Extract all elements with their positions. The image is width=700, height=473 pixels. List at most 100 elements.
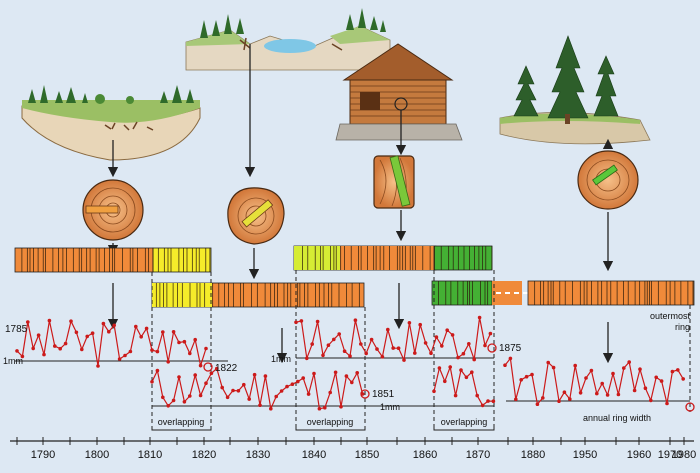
- ring-width-point: [332, 337, 336, 342]
- ring-width-point: [456, 355, 460, 360]
- axis-tick-label: 1980: [672, 449, 696, 461]
- ring-width-point: [418, 322, 423, 327]
- ring-width-point: [486, 399, 490, 403]
- ring-width-point: [31, 346, 35, 351]
- ring-width-point: [584, 376, 588, 380]
- ring-width-point: [659, 379, 664, 383]
- living-tree-cross-section: [577, 150, 639, 210]
- ring-width-point: [150, 380, 154, 384]
- one-mm-label-b: 1mm: [271, 354, 291, 364]
- ring-width-point: [177, 340, 181, 345]
- ring-width-point: [440, 344, 444, 348]
- bog-oak-cross-section: [82, 179, 144, 241]
- ring-width-point: [541, 396, 545, 400]
- ring-width-point: [364, 351, 369, 356]
- ring-width-point: [306, 392, 311, 396]
- ring-width-point: [171, 398, 176, 403]
- ring-width-point: [391, 346, 396, 350]
- ring-width-point: [350, 380, 354, 385]
- ring-width-point: [274, 394, 279, 399]
- axis-tick-label: 1970: [658, 449, 682, 461]
- ring-width-point: [467, 342, 471, 346]
- ring-width-point: [413, 351, 417, 355]
- ring-width-point: [432, 389, 436, 394]
- ring-width-point: [568, 397, 572, 401]
- ring-width-point: [301, 376, 306, 380]
- ring-width-point: [236, 389, 241, 393]
- axis-tick-label: 1960: [627, 449, 651, 461]
- ring-width-point: [36, 333, 41, 338]
- ring-width-point: [665, 401, 669, 406]
- one-mm-label-c: 1mm: [380, 402, 400, 412]
- axis-tick-label: 1880: [521, 449, 545, 461]
- axis-tick-label: 1820: [192, 449, 216, 461]
- bog-illustration: [21, 85, 201, 161]
- ring-width-point: [242, 382, 246, 387]
- forest-illustration: [499, 35, 651, 145]
- ring-width-point: [434, 335, 439, 339]
- ring-width-point: [670, 369, 675, 374]
- ring-width-point: [134, 324, 138, 329]
- ring-width-point: [339, 404, 343, 409]
- ring-bar-row-1: [14, 247, 212, 273]
- ring-width-point: [269, 406, 273, 411]
- ring-width-point: [296, 379, 300, 384]
- ring-width-point: [328, 390, 333, 395]
- ring-width-point: [47, 318, 52, 323]
- ring-width-point: [535, 402, 540, 407]
- ring-width-point: [220, 385, 224, 390]
- ring-width-point: [128, 349, 133, 354]
- ring-width-point: [589, 368, 594, 373]
- overlapping-label-3: overlapping: [441, 417, 488, 427]
- ring-width-line: [16, 319, 207, 368]
- flow-arrows: [107, 44, 614, 364]
- ring-width-point: [380, 355, 385, 359]
- ring-width-point: [80, 347, 84, 352]
- overlapping-label-1: overlapping: [158, 417, 205, 427]
- axis-tick-label: 1870: [466, 449, 490, 461]
- ring-width-point: [355, 371, 360, 375]
- ring-width-point: [107, 329, 111, 334]
- axis-tick-label: 1840: [302, 449, 326, 461]
- ring-width-point: [524, 374, 529, 379]
- ring-width-point: [530, 372, 534, 377]
- axis-tick-label: 1800: [85, 449, 109, 461]
- ring-width-point: [166, 360, 170, 364]
- ring-width-point: [20, 354, 25, 359]
- ring-width-point: [578, 391, 583, 395]
- ring-width-point: [654, 375, 658, 380]
- ring-width-point: [461, 351, 466, 356]
- ring-width-point: [649, 398, 653, 403]
- ring-width-point: [448, 365, 453, 369]
- log-house-illustration: [335, 43, 463, 141]
- ring-width-point: [348, 354, 352, 358]
- ring-width-point: [177, 375, 181, 379]
- ring-width-point: [437, 366, 442, 370]
- ring-width-point: [53, 344, 57, 348]
- ring-bar-row-2: [151, 282, 365, 308]
- time-axis: 1790 1800 1810 1820 1830 1840 1850 1860 1870 1880…: [10, 437, 696, 461]
- axis-tick-label: 1950: [573, 449, 597, 461]
- ring-width-point: [326, 343, 331, 348]
- ring-width-point: [600, 381, 604, 386]
- ring-width-point: [315, 319, 320, 324]
- ring-width-point: [90, 331, 95, 336]
- ring-width-series: [15, 315, 685, 411]
- lake-wood-cross-section: [227, 187, 285, 245]
- ring-width-point: [42, 352, 46, 357]
- ring-width-point: [514, 397, 518, 402]
- ring-width-point: [58, 346, 62, 351]
- ring-width-point: [519, 378, 523, 382]
- ring-width-point: [144, 326, 149, 331]
- ring-width-point: [290, 382, 295, 387]
- ring-width-point: [209, 371, 214, 376]
- ring-width-point: [491, 399, 496, 404]
- ring-width-point: [215, 366, 219, 371]
- ring-width-point: [263, 374, 268, 378]
- ring-width-point: [188, 351, 192, 356]
- ring-width-point: [155, 349, 160, 354]
- ring-width-point: [252, 372, 257, 377]
- ring-width-point: [198, 393, 203, 398]
- overlapping-label-2: overlapping: [307, 417, 354, 427]
- ring-width-point: [69, 319, 73, 324]
